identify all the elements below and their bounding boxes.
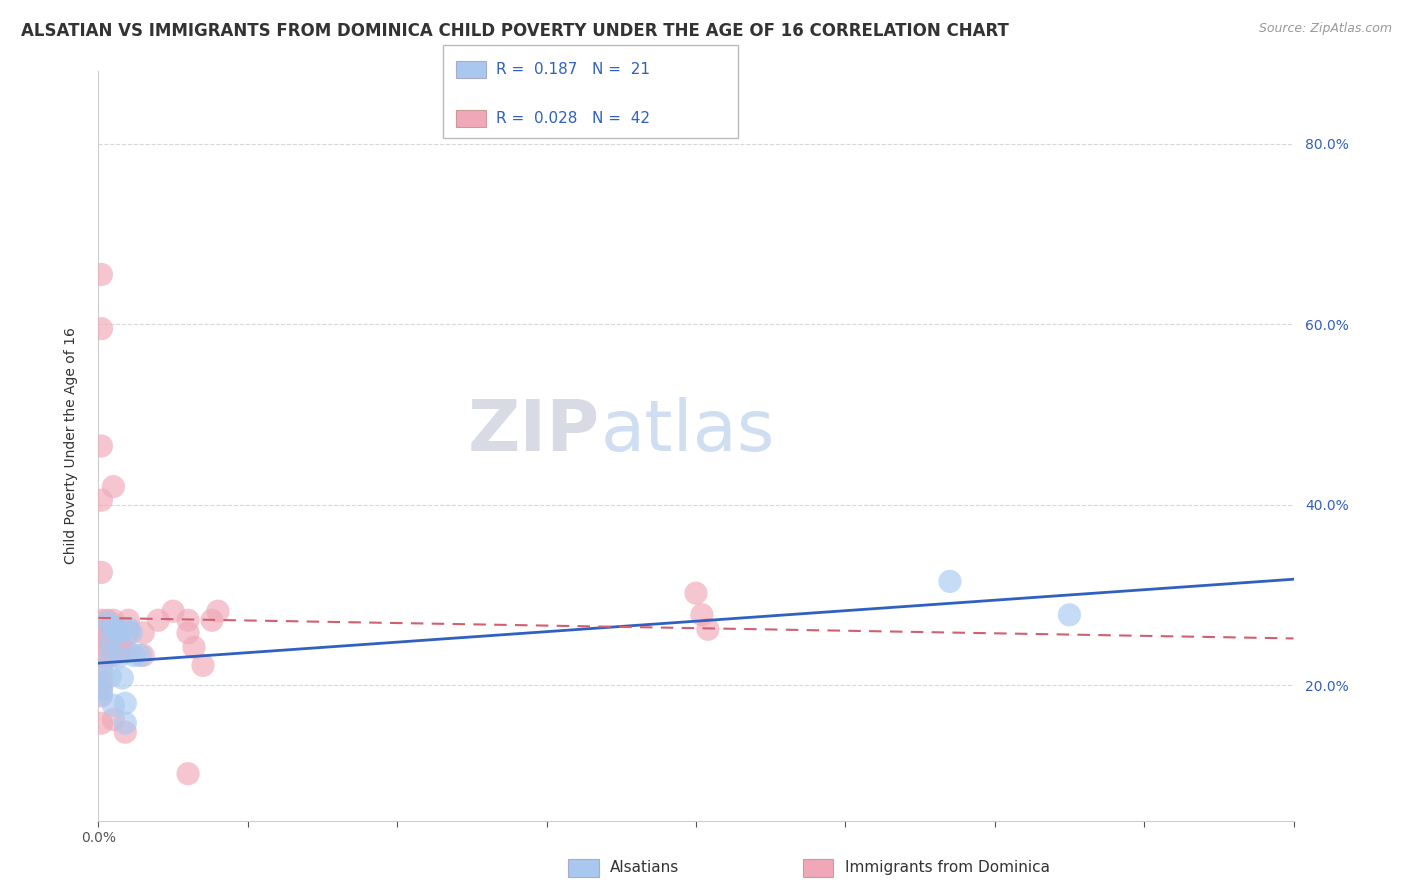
Point [191, 658, 214, 673]
Point [90, 716, 112, 731]
Point [132, 625, 155, 640]
Point [90, 649, 112, 664]
Point [148, 613, 170, 627]
Text: R =  0.028   N =  42: R = 0.028 N = 42 [496, 112, 651, 126]
Point [98, 633, 122, 648]
Point [697, 622, 720, 636]
Point [162, 604, 184, 618]
Point [90, 665, 112, 679]
Point [939, 574, 962, 589]
Point [114, 716, 136, 731]
Text: ZIP: ZIP [468, 397, 600, 466]
Point [105, 624, 128, 638]
Point [90, 439, 112, 453]
Point [96, 632, 118, 646]
Point [207, 604, 229, 618]
Point [103, 619, 125, 633]
Text: R =  0.187   N =  21: R = 0.187 N = 21 [496, 62, 651, 77]
Point [103, 713, 125, 727]
Point [90, 566, 112, 580]
Point [111, 671, 134, 685]
Point [111, 640, 134, 655]
Point [98, 669, 122, 683]
Point [103, 613, 125, 627]
Point [177, 625, 200, 640]
Point [201, 613, 224, 627]
Point [117, 645, 139, 659]
Point [114, 696, 136, 710]
Point [90, 687, 112, 701]
Point [690, 607, 713, 622]
Text: Source: ZipAtlas.com: Source: ZipAtlas.com [1258, 22, 1392, 36]
Point [1059, 607, 1081, 622]
Point [120, 625, 142, 640]
Text: Immigrants from Dominica: Immigrants from Dominica [845, 861, 1050, 875]
Point [132, 648, 155, 663]
Point [103, 698, 125, 712]
Point [103, 648, 125, 663]
Point [177, 613, 200, 627]
Point [183, 640, 205, 655]
Point [90, 681, 112, 695]
Point [117, 613, 139, 627]
Point [117, 621, 139, 635]
Point [108, 645, 131, 659]
Point [96, 613, 118, 627]
Point [108, 625, 131, 640]
Point [114, 725, 136, 739]
Point [90, 682, 112, 697]
Point [685, 586, 707, 600]
Point [90, 675, 112, 690]
Point [90, 321, 112, 335]
Point [96, 615, 118, 629]
Text: Alsatians: Alsatians [610, 861, 679, 875]
Point [90, 268, 112, 282]
Point [117, 625, 139, 640]
Y-axis label: Child Poverty Under the Age of 16: Child Poverty Under the Age of 16 [63, 327, 77, 565]
Point [129, 648, 152, 663]
Point [90, 662, 112, 676]
Point [105, 625, 128, 640]
Point [103, 625, 125, 640]
Text: ALSATIAN VS IMMIGRANTS FROM DOMINICA CHILD POVERTY UNDER THE AGE OF 16 CORRELATI: ALSATIAN VS IMMIGRANTS FROM DOMINICA CHI… [21, 22, 1010, 40]
Point [108, 649, 131, 664]
Point [103, 480, 125, 494]
Point [90, 493, 112, 508]
Text: atlas: atlas [600, 397, 775, 466]
Point [124, 648, 146, 663]
Point [90, 689, 112, 703]
Point [98, 647, 122, 661]
Point [90, 638, 112, 652]
Point [90, 625, 112, 640]
Point [177, 766, 200, 780]
Point [90, 613, 112, 627]
